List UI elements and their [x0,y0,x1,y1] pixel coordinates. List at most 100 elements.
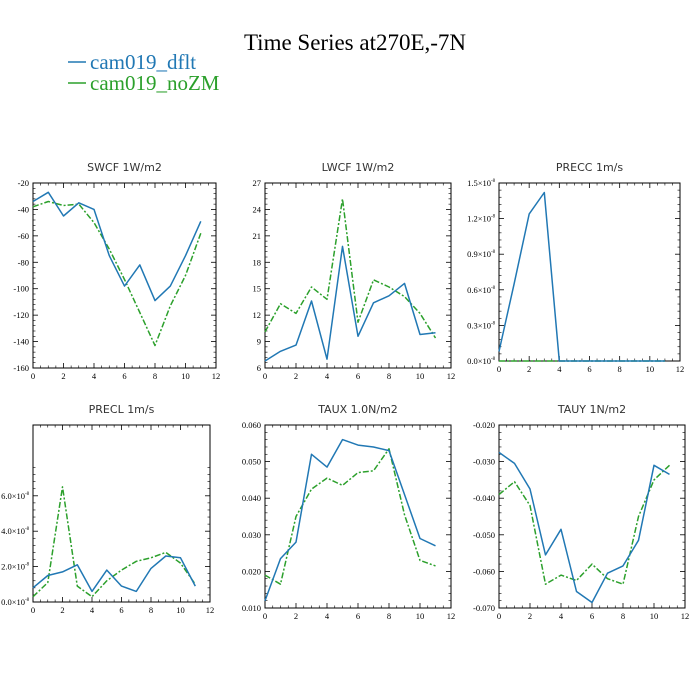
x-tick-label: 8 [621,611,625,621]
x-tick-label: 12 [447,611,456,621]
y-tick-exponent: -8 [491,357,496,362]
x-tick-label: 6 [590,611,594,621]
y-tick-exponent: -8 [491,179,496,184]
panel-4: PRECL 1m/s0 2 4 6 8 10 120.0×10 -82.0×10 -84.0×1… [1,403,214,615]
y-tick-label: -160 [13,363,29,373]
series-line-nozm [498,464,671,585]
x-tick-label: 0 [263,371,267,381]
y-tick-exponent: -8 [25,598,30,603]
legend-label-nozm: cam019_noZM [90,71,220,95]
y-tick-label: 0.030 [242,530,261,540]
y-tick-label: 6 [257,363,261,373]
y-tick-label: 6.0×10 [1,491,25,501]
y-tick-label: 0.0×10 [1,597,25,607]
y-tick-exponent: -8 [491,321,496,326]
panels: SWCF 1W/m20 2 4 6 8 10 12-160-140-120-100-80-6… [1,161,689,621]
panel-title: PRECC 1m/s [556,161,624,174]
x-tick-label: 0 [497,364,501,374]
x-tick-label: 0 [31,371,35,381]
x-tick-label: 12 [681,611,690,621]
series-line-dflt [498,451,670,604]
x-tick-label: 8 [387,611,391,621]
y-tick-label: 0.020 [242,566,261,576]
x-tick-label: 12 [676,364,685,374]
y-tick-label: 0.0×10 [467,356,491,366]
x-tick-label: 4 [325,371,330,381]
y-tick-label: -100 [13,284,29,294]
figure-title: Time Series at270E,-7N [244,30,466,55]
y-tick-exponent: -8 [25,527,30,532]
x-tick-label: 10 [416,611,425,621]
x-tick-label: 4 [559,611,564,621]
panel-title: PRECL 1m/s [89,403,155,416]
plot-frame [32,424,211,603]
x-tick-label: 4 [325,611,330,621]
x-tick-label: 2 [294,611,298,621]
x-tick-label: 12 [212,371,221,381]
y-tick-label: 1.5×10 [467,178,491,188]
x-tick-label: 8 [387,371,391,381]
y-tick-label: -60 [18,231,29,241]
panel-3: PRECC 1m/s0 2 4 6 8 10 120.0×10 -80.3×10 -80.6×1… [467,161,684,374]
x-tick-label: 2 [60,605,64,615]
x-tick-label: 8 [153,371,157,381]
x-tick-label: 10 [650,611,659,621]
y-tick-label: 0.010 [242,603,261,613]
x-tick-label: 10 [416,371,425,381]
y-tick-exponent: -8 [491,286,496,291]
x-tick-label: 0 [31,605,35,615]
x-tick-label: 8 [149,605,153,615]
y-tick-label: 24 [253,204,262,214]
panel-title: SWCF 1W/m2 [87,161,162,174]
y-tick-label: 0.040 [242,493,261,503]
series-line-nozm [32,200,202,347]
x-tick-label: 12 [447,371,456,381]
y-tick-label: 15 [253,284,262,294]
plot-frame [264,182,452,369]
y-tick-label: 2.0×10 [1,562,25,572]
y-tick-label: 0.9×10 [467,249,491,259]
y-tick-label: 0.050 [242,457,261,467]
x-tick-label: 4 [90,605,95,615]
x-tick-label: 6 [587,364,591,374]
y-tick-label: -120 [13,310,29,320]
plot-frame [264,424,452,609]
y-tick-label: -0.050 [473,530,495,540]
y-tick-label: 0.6×10 [467,285,491,295]
x-tick-label: 6 [356,611,360,621]
x-tick-label: 2 [61,371,65,381]
x-tick-label: 0 [263,611,267,621]
y-tick-label: 21 [253,231,262,241]
x-tick-label: 10 [646,364,655,374]
legend-label-dflt: cam019_dflt [90,50,196,74]
series-line-nozm [264,448,436,585]
y-tick-label: -140 [13,337,29,347]
y-tick-label: -0.020 [473,420,495,430]
panel-1: SWCF 1W/m2 0 2 4 6 8 10 12 -160 -140 -120 -100 -80 -6… [13,161,220,381]
legend: cam019_dflt cam019_noZM [68,50,220,95]
series-line-dflt [264,245,436,362]
panel-6: TAUY 1N/m2 0 2 4 6 8 10 12 -0.070 -0.060 -0.050 -0.… [473,403,689,621]
x-tick-label: 8 [618,364,622,374]
x-tick-label: 2 [528,611,532,621]
y-tick-label: -0.030 [473,457,495,467]
panel-title: TAUY 1N/m2 [557,403,626,416]
y-tick-label: -40 [18,204,29,214]
series-line-dflt [32,555,196,593]
y-tick-label: 12 [253,310,262,320]
y-tick-exponent: -8 [25,492,30,497]
x-tick-label: 6 [356,371,360,381]
x-tick-label: 10 [176,605,185,615]
panel-title: LWCF 1W/m2 [322,161,395,174]
y-tick-exponent: -8 [491,215,496,220]
x-tick-label: 0 [497,611,501,621]
series-line-dflt [32,191,202,302]
panel-5: TAUX 1.0N/m2 0 2 4 6 8 10 12 0.010 0.020 0.030 0.04… [242,403,455,621]
y-tick-label: -80 [18,257,29,267]
y-tick-label: -0.070 [473,603,495,613]
x-tick-label: 2 [527,364,531,374]
y-tick-label: -20 [18,178,29,188]
x-tick-label: 6 [119,605,123,615]
plot-frame [498,424,686,609]
